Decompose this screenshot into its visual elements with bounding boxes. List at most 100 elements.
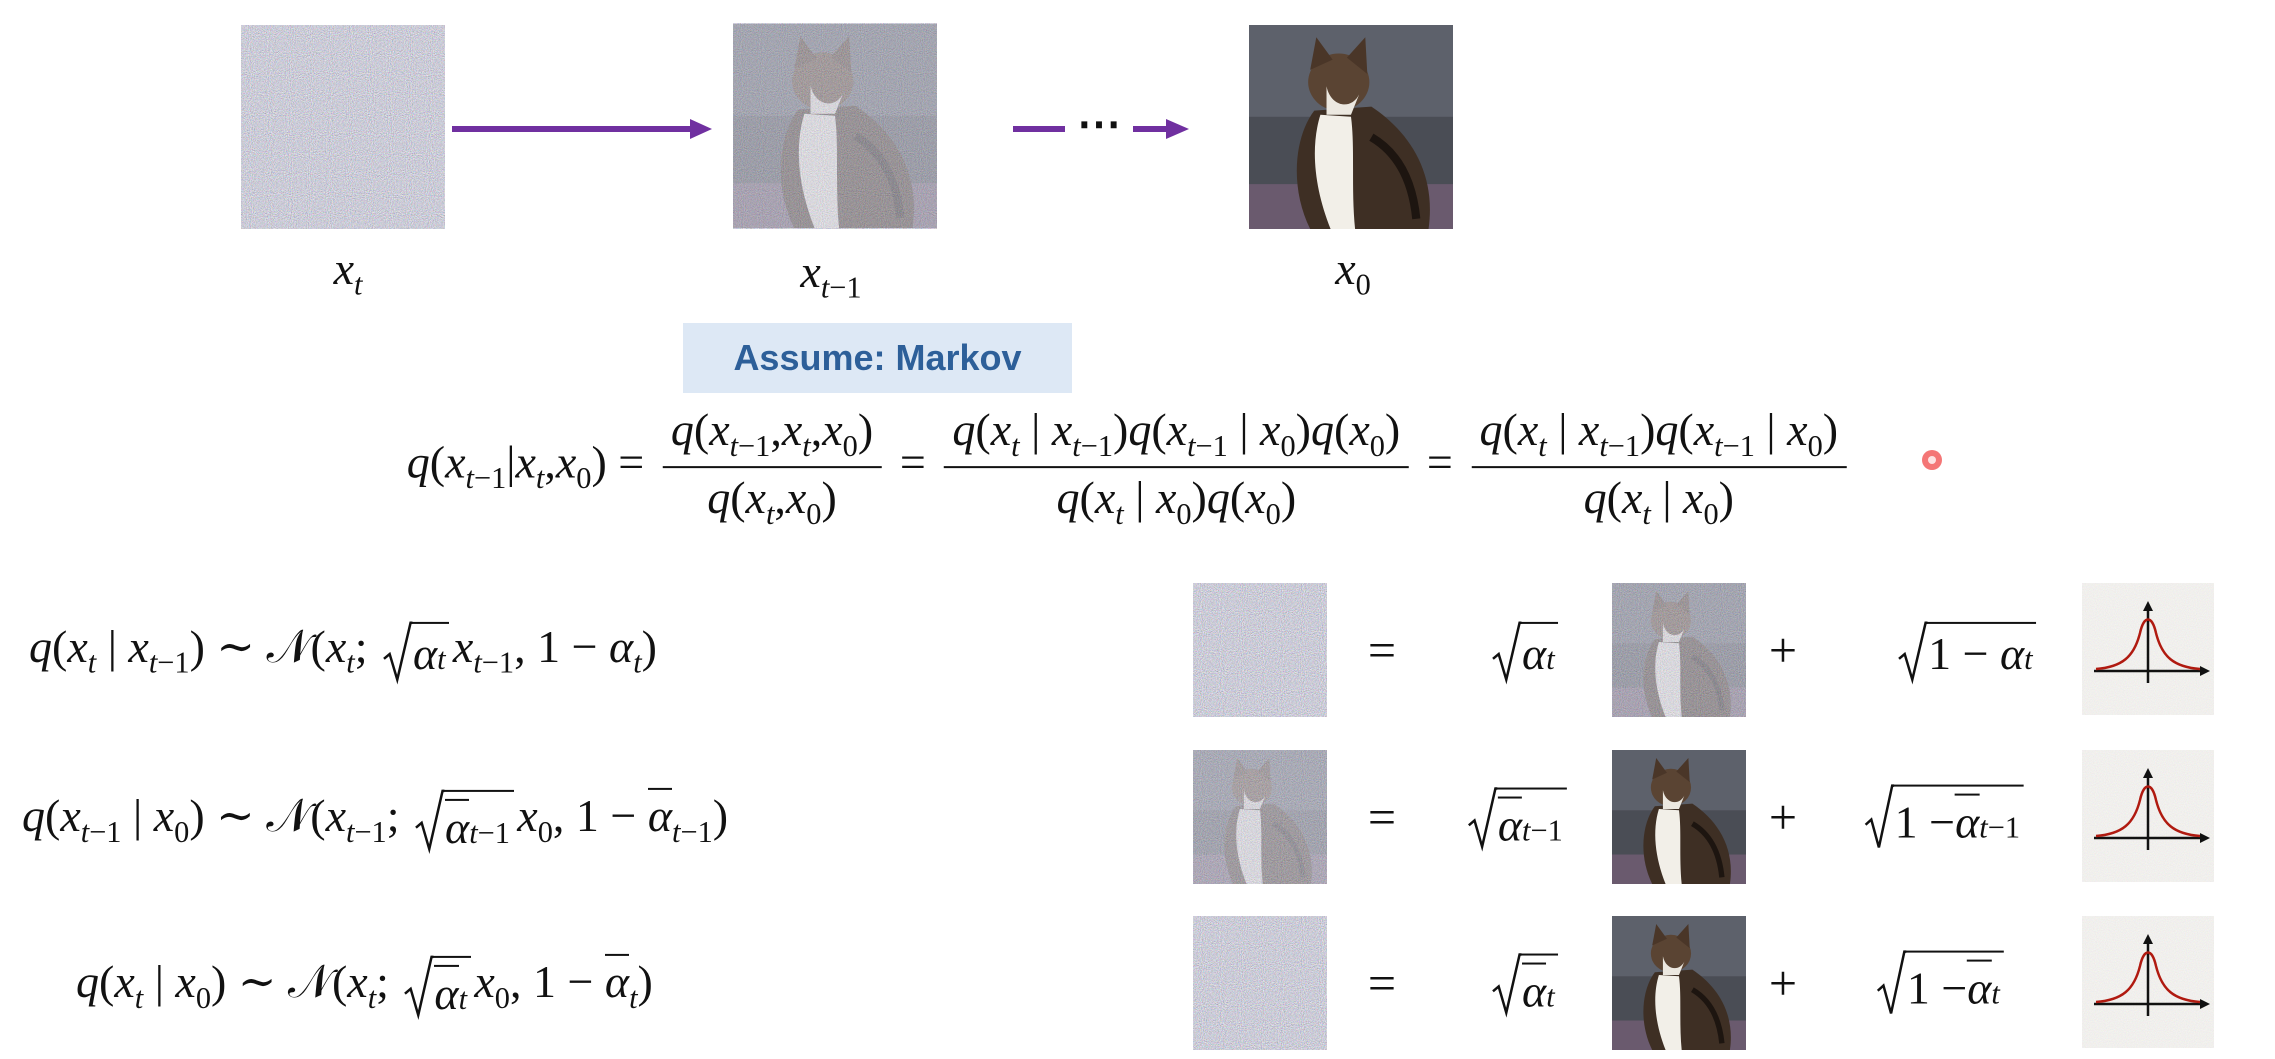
math-text: ) xyxy=(638,956,653,1007)
subscript: t xyxy=(354,268,362,302)
arrow-head xyxy=(690,119,712,139)
math-run: q xyxy=(952,404,976,456)
subscript: 0 xyxy=(174,815,189,849)
denominator: q(xt | x0)q(x0) xyxy=(944,468,1408,532)
math-run: 1 − xyxy=(1928,627,2001,679)
math-run: ( xyxy=(429,436,446,488)
math-run: ) xyxy=(1384,404,1401,456)
math-text: q(x xyxy=(1480,404,1539,455)
math-run: , xyxy=(774,471,786,523)
bar-symbol: α xyxy=(1522,962,1547,1014)
math-run: x xyxy=(153,790,175,842)
math-text: ) ∼ 𝒩(x xyxy=(211,956,368,1007)
math-run: −1 xyxy=(481,645,515,680)
math-run: t xyxy=(672,814,681,849)
equals-sign: = xyxy=(1367,622,1397,678)
math-run: q xyxy=(1655,404,1679,456)
gaussian-icon xyxy=(2082,750,2214,882)
math-text: | x xyxy=(96,621,149,672)
subscript: t−1 xyxy=(1187,429,1228,463)
math-run: x xyxy=(325,620,347,672)
math-run: ( xyxy=(52,620,68,672)
math-run: ; xyxy=(354,620,379,672)
math-run: x xyxy=(114,956,135,1008)
plus-sign: + xyxy=(1768,622,1798,678)
subscript: t xyxy=(368,981,376,1015)
math-text: x xyxy=(517,790,537,841)
math-text: q(x xyxy=(407,437,466,488)
math-run: x xyxy=(333,242,354,294)
math-run: t xyxy=(820,270,830,305)
subscript: t xyxy=(1991,975,1999,1011)
math-run: x xyxy=(347,956,368,1008)
subscript: 0 xyxy=(196,981,211,1015)
math-run: −1 xyxy=(354,814,387,849)
math-run: ) xyxy=(1113,404,1129,456)
math-run: ( xyxy=(1151,404,1167,456)
math-run: ) xyxy=(1295,404,1311,456)
math-run: t xyxy=(1642,496,1651,531)
math-run: | xyxy=(1019,404,1052,456)
row-equation: q(xt | x0) ∼ 𝒩(xt; α t x0, 1 − αt) xyxy=(76,949,653,1017)
math-text: ) ∼ 𝒩(x xyxy=(190,621,347,672)
math-run: 0 xyxy=(195,980,212,1015)
math-run: ) = xyxy=(591,436,656,488)
math-run: t xyxy=(1991,976,2000,1011)
math-run: −1 xyxy=(1987,810,2021,845)
math-run: x xyxy=(1578,404,1600,456)
math-run: ( xyxy=(1678,404,1694,456)
math-text: α xyxy=(413,626,437,681)
noisy-cat-image xyxy=(1612,583,1746,717)
math-run: x xyxy=(990,404,1012,456)
math-text: ; xyxy=(376,956,400,1007)
math-run: ) ∼ 𝒩( xyxy=(189,620,326,672)
subscript: t−1 xyxy=(1599,429,1640,463)
math-run: ) xyxy=(712,790,729,842)
math-run: x xyxy=(60,790,81,842)
math-run: ( xyxy=(1079,471,1095,523)
equals-sign: = xyxy=(1367,955,1397,1011)
subscript: t xyxy=(802,429,810,463)
math-run: t xyxy=(802,428,811,463)
math-run: α xyxy=(1522,627,1547,679)
subscript: 0 xyxy=(1176,496,1191,530)
gaussian-icon xyxy=(2082,916,2214,1048)
denominator: q(xt | x0) xyxy=(1471,468,1846,532)
radical-sign xyxy=(404,956,433,1017)
radicand: α t−1 xyxy=(1496,787,1567,848)
math-run: , 1 − xyxy=(509,956,605,1008)
subscript: t−1 xyxy=(672,815,713,849)
math-run: t xyxy=(473,645,482,680)
subscript: t−1 xyxy=(730,429,771,463)
math-run: ( xyxy=(1502,404,1518,456)
math-text: ) xyxy=(1823,404,1838,455)
math-text: 1 − xyxy=(1895,794,1955,849)
radical-sign xyxy=(383,622,412,681)
math-run: x xyxy=(800,245,821,297)
math-run: x xyxy=(785,471,807,523)
subscript: t xyxy=(1115,496,1123,530)
math-text: |x xyxy=(506,437,536,488)
math-run: t xyxy=(353,267,363,302)
bayes-equation: q(xt−1|xt,x0) = q(xt−1,xt,x0) q(xt,x0) = … xyxy=(407,402,1853,532)
math-run: α xyxy=(609,620,634,672)
math-text: ) xyxy=(1719,472,1734,523)
math-run: ( xyxy=(1606,471,1622,523)
math-run: x xyxy=(452,620,474,672)
math-run: , xyxy=(810,404,823,456)
math-run: t xyxy=(134,980,144,1015)
math-run: | xyxy=(121,790,154,842)
math-run: x xyxy=(1683,471,1704,523)
math-text: | x xyxy=(1019,404,1072,456)
math-run: x xyxy=(1245,471,1266,523)
subscript: 0 xyxy=(495,981,510,1015)
math-run: q xyxy=(670,404,694,456)
subscript: 0 xyxy=(1808,429,1823,463)
math-run: q xyxy=(29,620,52,672)
math-run: α xyxy=(2000,627,2025,679)
subscript: 0 xyxy=(1280,429,1295,463)
math-text: q(x xyxy=(952,404,1011,455)
math-run: t xyxy=(1072,428,1081,463)
